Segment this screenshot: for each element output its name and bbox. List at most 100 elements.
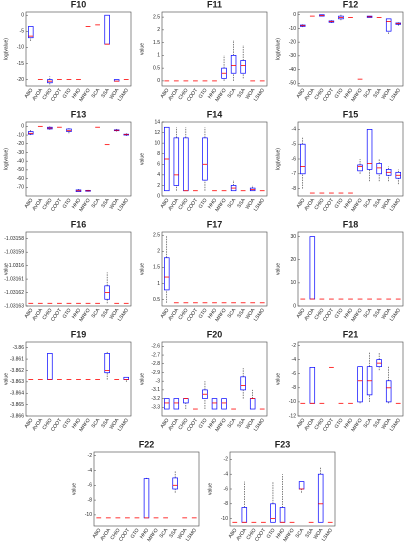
x-tick-label: SCA [363, 197, 374, 209]
y-tick-label: -60 [17, 176, 24, 182]
x-tick-label: GTO [334, 307, 345, 319]
y-tick-label: -3.3 [151, 405, 160, 411]
plot-frame [161, 121, 268, 197]
y-tick-label: -3.866 [10, 413, 24, 419]
box [240, 60, 246, 74]
x-tick-label: SSA [100, 87, 111, 99]
y-axis-label: value [3, 373, 9, 385]
y-tick-label: -1.03158 [4, 236, 24, 242]
x-tick-label: HHO [343, 307, 354, 320]
panel: F22value-2-4-6-8-10ABOAVOACHIOCOOTGTOHHO… [71, 439, 200, 543]
y-tick-label: -10 [289, 399, 296, 405]
box [172, 477, 178, 490]
x-tick-label: HHO [343, 197, 354, 210]
box [28, 131, 34, 135]
y-tick-label: -1.03159 [4, 250, 24, 256]
y-tick-label: -8 [224, 501, 229, 507]
x-tick-label: GTO [130, 527, 141, 539]
x-tick-label: LSMO [117, 87, 130, 102]
x-tick-label: HHO [71, 197, 82, 210]
box [376, 163, 382, 175]
x-tick-label: ABO [228, 527, 239, 539]
x-tick-label: SCA [91, 307, 102, 319]
x-tick-label: ABO [160, 87, 171, 99]
y-tick-label: 0.5 [153, 65, 160, 71]
y-tick-label: 0 [293, 12, 296, 18]
y-tick-label: -6 [292, 371, 297, 377]
box [28, 26, 34, 39]
box [298, 481, 305, 490]
x-tick-label: LSMO [321, 527, 334, 542]
x-tick-label: SCA [227, 197, 238, 209]
y-tick-label: 10 [154, 140, 160, 146]
box [183, 398, 189, 404]
x-tick-label: SCA [159, 527, 170, 539]
y-tick-label: -10 [289, 26, 296, 32]
y-tick-label: -10 [17, 45, 24, 51]
x-tick-label: LSMO [253, 307, 266, 322]
y-tick-label: -6 [292, 156, 297, 162]
x-tick-label: ABO [160, 417, 171, 429]
plot-frame [297, 231, 404, 307]
y-tick-label: -10 [17, 132, 24, 138]
x-tick-label: GTO [198, 87, 209, 99]
y-tick-label: 14 [154, 119, 160, 125]
box [221, 398, 227, 410]
box [164, 257, 170, 291]
x-tick-label: LSMO [253, 87, 266, 102]
y-tick-label: -30 [17, 150, 24, 156]
y-tick-label: -1.03163 [4, 303, 24, 309]
y-tick-label: 2 [157, 249, 160, 255]
y-tick-label: -2.7 [151, 352, 160, 358]
plot-frame [161, 11, 268, 87]
y-tick-label: -10 [85, 512, 92, 518]
y-tick-label: -2 [292, 343, 297, 349]
y-tick-label: -4 [224, 472, 229, 478]
plot-frame [297, 341, 404, 417]
x-tick-label: HHO [207, 417, 218, 430]
x-tick-label: ABO [92, 527, 103, 539]
box [385, 380, 392, 403]
x-tick-label: ABO [24, 87, 35, 99]
x-tick-label: SSA [372, 307, 383, 319]
y-tick-label: 1.5 [153, 265, 160, 271]
x-tick-label: HHO [207, 307, 218, 320]
y-tick-label: -1.03161 [4, 276, 24, 282]
panel-title: F14 [207, 109, 223, 119]
x-tick-label: GTO [62, 87, 73, 99]
y-tick-label: 4 [157, 172, 160, 178]
x-tick-label: SSA [100, 307, 111, 319]
x-tick-label: AVOA [167, 197, 180, 212]
panel-title: F23 [275, 439, 291, 449]
x-tick-label: SSA [236, 197, 247, 209]
y-tick-label: -3.861 [10, 356, 24, 362]
x-tick-label: LSMO [253, 417, 266, 432]
x-tick-label: SCA [363, 87, 374, 99]
x-tick-label: GTO [266, 527, 277, 539]
x-tick-label: SSA [236, 417, 247, 429]
plot-frame [25, 231, 132, 307]
x-tick-label: HHO [139, 527, 150, 540]
x-tick-label: HHO [275, 527, 286, 540]
y-tick-label: -3.862 [10, 368, 24, 374]
plot-frame [25, 121, 132, 197]
x-tick-label: SCA [227, 417, 238, 429]
y-tick-label: -7 [292, 171, 297, 177]
box [241, 507, 248, 523]
x-tick-label: SCA [227, 307, 238, 319]
panel: F15log(value)-4-5-6-7-8ABOAVOACHIOCOOTGT… [275, 109, 404, 213]
box [143, 478, 150, 519]
x-tick-label: LSMO [117, 197, 130, 212]
y-tick-label: -4 [292, 127, 297, 133]
x-tick-label: SCA [91, 197, 102, 209]
y-tick-label: 2 [157, 183, 160, 189]
x-tick-label: LSMO [117, 307, 130, 322]
y-tick-label: 1 [157, 53, 160, 59]
x-tick-label: SCA [227, 87, 238, 99]
x-tick-label: SSA [100, 417, 111, 429]
panel: F16 value -1.03158 -1.03159 -1.0316 -1.03161 -… [3, 219, 132, 323]
x-tick-label: GTO [334, 417, 345, 429]
y-tick-label: -40 [289, 67, 296, 73]
y-tick-label: -20 [289, 39, 296, 45]
y-tick-label: -3.1 [151, 387, 160, 393]
